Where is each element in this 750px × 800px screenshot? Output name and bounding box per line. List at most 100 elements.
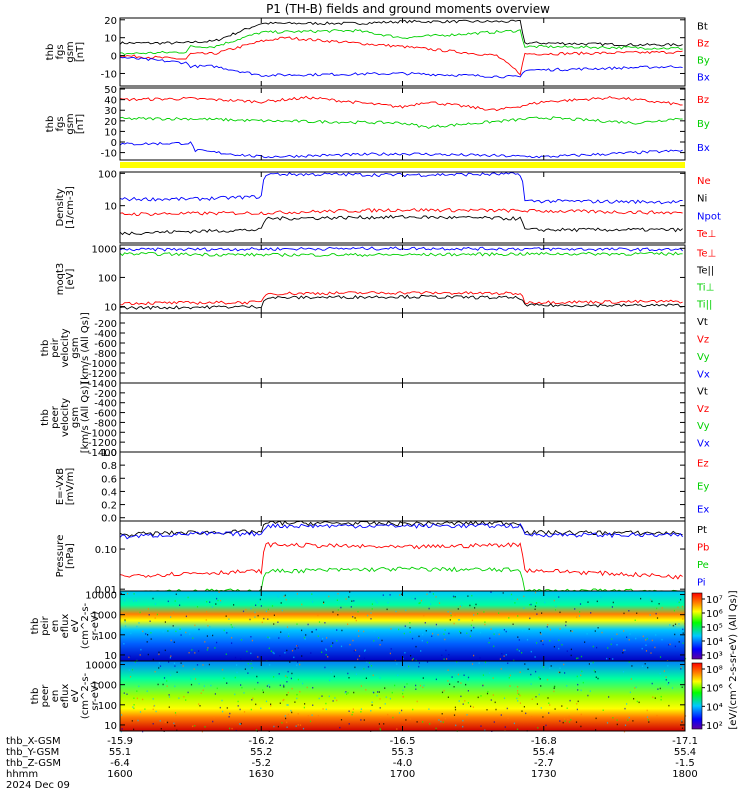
ephemeris-value: -16.8 <box>531 736 557 747</box>
spectrogram-pixel <box>509 685 511 687</box>
spectrogram-pixel <box>363 630 365 633</box>
spectrogram-pixel <box>546 678 549 681</box>
spectrogram-pixel <box>656 617 659 619</box>
spectrogram-pixel <box>616 723 618 726</box>
spectrogram-pixel <box>474 607 476 609</box>
ylabel-line: peir <box>40 615 51 635</box>
spectrogram-pixel <box>531 698 533 700</box>
spectrogram-pixel <box>530 673 532 676</box>
spectrogram-pixel <box>391 691 393 694</box>
spectrogram-pixel <box>484 729 486 731</box>
spectrogram-pixel <box>430 603 432 605</box>
spectrogram-pixel <box>378 723 380 725</box>
spectrogram-pixel <box>170 616 172 618</box>
spectrogram-pixel <box>415 684 417 687</box>
spectrogram-pixel <box>281 609 283 612</box>
spectrogram-pixel <box>172 611 175 613</box>
spectrogram-pixel <box>467 676 470 679</box>
spectrogram-pixel <box>458 700 460 702</box>
spectrogram-pixel <box>428 607 430 610</box>
spectrogram-pixel <box>226 632 228 634</box>
spectrogram-pixel <box>448 654 450 656</box>
spectrogram-pixel <box>645 639 647 641</box>
spectrogram-pixel <box>231 626 233 628</box>
spectrogram-pixel <box>175 714 177 716</box>
spectrogram-pixel <box>542 716 544 718</box>
spectrogram-pixel <box>509 674 511 677</box>
spectrogram-pixel <box>540 633 542 635</box>
spectrogram-pixel <box>230 624 232 626</box>
spectrogram-pixel <box>127 592 129 595</box>
spectrogram-pixel <box>682 632 684 634</box>
spectrogram-pixel <box>204 726 206 728</box>
spectrogram-pixel <box>668 644 670 646</box>
spectrogram-pixel <box>371 701 373 703</box>
spectrogram-pixel <box>185 615 187 618</box>
spectrogram-pixel <box>365 677 367 679</box>
spectrogram-pixel <box>234 693 236 696</box>
spectrogram-pixel <box>554 685 556 688</box>
spectrogram-pixel <box>506 707 508 710</box>
spectrogram-pixel <box>242 610 245 613</box>
ephemeris-label: thb_Z-GSM <box>6 758 61 769</box>
spectrogram-pixel <box>531 716 533 718</box>
spectrogram-pixel <box>250 607 252 610</box>
spectrogram-pixel <box>540 640 542 642</box>
spectrogram-pixel <box>357 610 359 613</box>
spectrogram-pixel <box>636 612 638 614</box>
spectrogram-pixel <box>471 619 473 622</box>
legend-Te⊥: Te⊥ <box>696 249 716 260</box>
spectrogram-pixel <box>340 719 343 721</box>
spectrogram-pixel <box>315 628 317 631</box>
spectrogram-pixel <box>428 708 430 710</box>
spectrogram-pixel <box>490 699 492 701</box>
ylabel-line: (cm^2-s- <box>80 672 91 719</box>
spectrogram-pixel <box>446 658 448 660</box>
panel-thb_fgs_gsm: 20 10 0 -10 thb fgs gsm [nT] Bt Bz By Bx <box>45 16 710 87</box>
spectrogram-pixel <box>371 603 373 605</box>
ylabel-line: [nT] <box>75 114 86 134</box>
spectrogram-pixel <box>303 636 306 639</box>
spectrogram-pixel <box>564 720 566 722</box>
date-label: 2024 Dec 09 <box>6 780 70 791</box>
spectrogram-pixel <box>594 671 596 673</box>
ytick-label: 100 <box>98 701 117 712</box>
spectrogram-pixel <box>179 628 181 630</box>
spectrogram-pixel <box>378 637 380 639</box>
spectrogram-pixel <box>414 597 416 600</box>
spectrogram-pixel <box>244 668 246 670</box>
spectrogram-pixel <box>229 727 231 730</box>
spectrogram-pixel <box>457 608 459 610</box>
spectrogram-pixel <box>597 627 599 629</box>
spectrogram-pixel <box>255 604 257 606</box>
spectrogram-pixel <box>418 665 420 668</box>
spectrogram-pixel <box>357 658 359 661</box>
series-Te⊥ <box>119 291 683 306</box>
spectrogram-pixel <box>628 610 630 612</box>
ylabel-line: [nPa] <box>65 543 76 569</box>
spectrogram-pixel <box>398 712 401 714</box>
spectrogram-pixel <box>336 629 338 631</box>
spectrogram-pixel <box>159 720 161 722</box>
spectrogram-pixel <box>641 665 644 667</box>
legend-Npot: Npot <box>697 211 721 222</box>
spectrogram-pixel <box>363 657 366 659</box>
spectrogram-pixel <box>546 626 548 628</box>
spectrogram-pixel <box>649 599 651 601</box>
spectrogram-pixel <box>570 648 572 651</box>
spectrogram-pixel <box>211 633 213 636</box>
ytick-label: 0 <box>111 52 117 63</box>
spectrogram-pixel <box>647 719 649 721</box>
spectrogram-pixel <box>680 668 682 670</box>
series-Te|| <box>119 294 683 310</box>
ylabel-line: [1/cm-3] <box>65 186 76 229</box>
series-Npot <box>119 171 683 205</box>
spectrogram-pixel <box>364 649 366 651</box>
spectrogram-pixel <box>255 729 258 731</box>
spectrogram-pixel <box>130 632 132 635</box>
spectrogram-pixel <box>337 593 339 595</box>
spectrogram-pixel <box>183 696 185 698</box>
spectrogram-pixel <box>555 605 557 608</box>
spectrogram-pixel <box>452 595 455 598</box>
